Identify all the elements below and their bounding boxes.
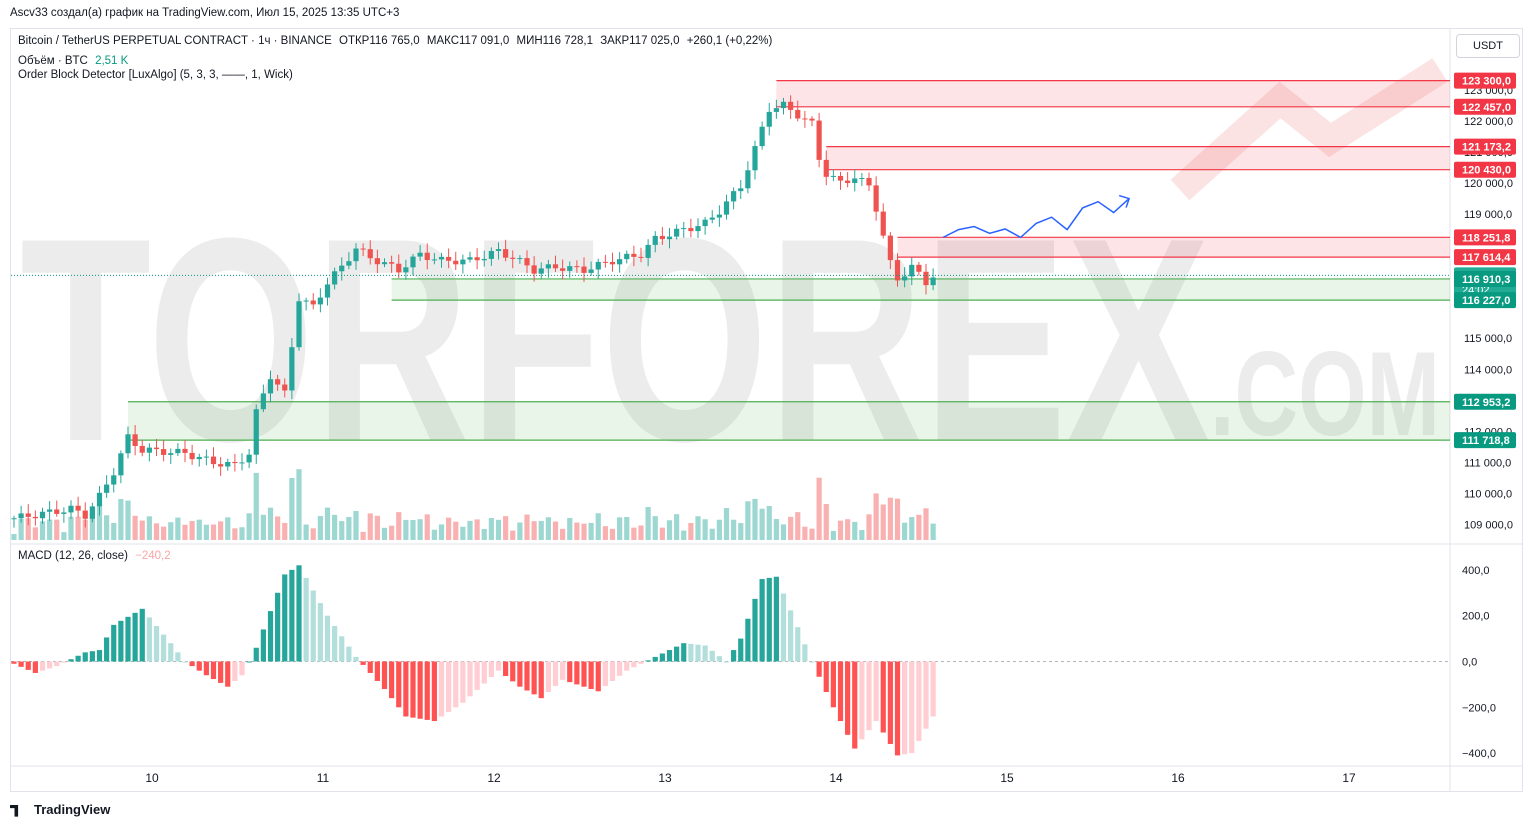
tradingview-logo-icon xyxy=(10,804,19,817)
ohlc-open: ОТКР116 765,0 xyxy=(339,35,420,47)
macd-value: −240,2 xyxy=(135,550,171,562)
volume-value: 2,51 K xyxy=(95,55,129,67)
tradingview-footer[interactable]: TradingView xyxy=(10,802,110,817)
ohlc-low: МИН116 728,1 xyxy=(516,35,593,47)
volume-label[interactable]: Объём · BTC xyxy=(18,55,88,67)
tradingview-brand: TradingView xyxy=(34,802,111,817)
currency-button[interactable]: USDT xyxy=(1456,34,1520,58)
chart-header-title: Ascv33 создал(а) график на TradingView.c… xyxy=(10,7,400,19)
ohlc-high: МАКС117 091,0 xyxy=(426,35,510,47)
ohlc-close: ЗАКР117 025,0 xyxy=(600,35,680,47)
chart-frame xyxy=(10,28,1523,792)
indicator-legend: Order Block Detector [LuxAlgo] (5, 3, 3,… xyxy=(18,69,293,81)
macd-legend: MACD (12, 26, close) −240,2 xyxy=(18,550,171,562)
indicator-label[interactable]: Order Block Detector [LuxAlgo] (5, 3, 3,… xyxy=(18,69,293,81)
symbol-name[interactable]: Bitcoin / TetherUS PERPETUAL CONTRACT · … xyxy=(18,35,332,47)
ohlc-change: +260,1 (+0,22%) xyxy=(686,35,773,47)
symbol-legend: Bitcoin / TetherUS PERPETUAL CONTRACT · … xyxy=(18,35,772,47)
macd-label[interactable]: MACD (12, 26, close) xyxy=(18,550,128,562)
volume-legend: Объём · BTC 2,51 K xyxy=(18,55,128,67)
